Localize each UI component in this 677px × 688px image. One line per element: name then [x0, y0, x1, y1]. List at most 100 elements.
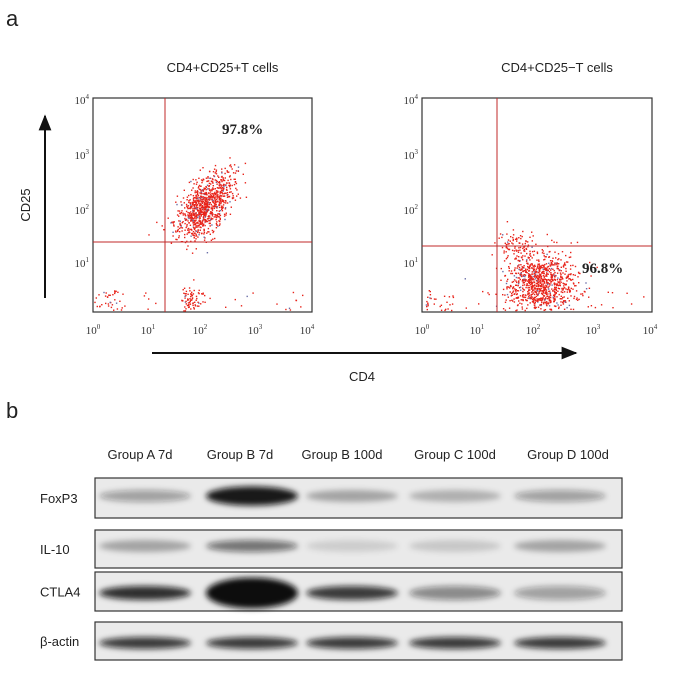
event-dot — [506, 293, 509, 296]
event-dot — [197, 202, 200, 204]
event-dot — [190, 308, 192, 310]
event-dot — [545, 286, 548, 288]
event-dot — [202, 206, 204, 209]
event-dot — [440, 309, 443, 311]
event-dot — [513, 253, 515, 255]
event-dot — [542, 295, 545, 297]
event-dot — [229, 164, 232, 166]
event-dot — [252, 292, 254, 294]
event-dot — [533, 289, 535, 291]
event-dot — [541, 285, 543, 287]
event-dot — [200, 211, 202, 213]
event-dot — [192, 187, 194, 189]
tick-base: 10 — [75, 150, 87, 162]
event-dot — [198, 197, 201, 199]
event-dot — [568, 256, 571, 259]
tick-label: 104 — [75, 93, 90, 107]
event-dot — [218, 176, 220, 178]
event-dot — [220, 198, 222, 200]
event-dot — [292, 291, 295, 294]
event-dot — [228, 195, 231, 198]
event-dot — [197, 210, 199, 212]
event-dot — [215, 179, 218, 182]
event-dot — [549, 301, 552, 304]
event-dot — [200, 223, 202, 226]
event-dot — [201, 189, 204, 191]
event-dot — [172, 221, 174, 223]
event-dot — [246, 295, 248, 298]
event-dot — [533, 276, 536, 278]
event-dot — [562, 303, 565, 305]
event-dot — [488, 293, 490, 296]
event-dot — [560, 276, 562, 278]
event-dot — [555, 292, 557, 295]
event-dot — [536, 277, 538, 279]
event-dot — [564, 262, 566, 264]
event-dot — [534, 288, 536, 290]
event-dot — [222, 187, 224, 190]
event-dot — [520, 272, 522, 275]
event-dot — [532, 292, 535, 294]
event-dot — [500, 279, 502, 281]
event-dot — [540, 308, 542, 310]
event-dot — [225, 192, 227, 194]
event-dot — [582, 294, 584, 297]
event-dot — [519, 246, 522, 249]
event-dot — [212, 185, 214, 187]
event-dot — [220, 187, 222, 190]
tick-base: 10 — [415, 325, 427, 337]
event-dot — [229, 157, 231, 159]
event-dot — [557, 267, 559, 270]
event-dot — [535, 272, 537, 274]
event-dot — [525, 269, 527, 272]
event-dot — [202, 192, 204, 195]
event-dot — [183, 202, 185, 204]
tick-base: 10 — [75, 95, 87, 107]
event-dot — [528, 282, 531, 284]
event-dot — [184, 233, 186, 236]
event-dot — [516, 309, 518, 311]
band — [206, 637, 298, 649]
event-dot — [525, 280, 527, 282]
event-dot — [218, 212, 221, 215]
event-dot — [527, 267, 530, 269]
event-dot — [547, 303, 550, 305]
event-dot — [222, 178, 225, 180]
event-dot — [99, 306, 101, 308]
event-dot — [511, 249, 514, 252]
event-dot — [534, 302, 536, 304]
event-dot — [192, 202, 194, 205]
event-dot — [562, 282, 564, 284]
event-dot — [205, 196, 207, 199]
event-dot — [542, 287, 544, 289]
event-dot — [528, 295, 530, 298]
event-dot — [429, 290, 431, 293]
event-dot — [535, 288, 537, 290]
event-dot — [206, 210, 209, 213]
event-dot — [563, 300, 565, 302]
event-dot — [531, 257, 533, 259]
event-dot — [207, 176, 209, 178]
event-dot — [221, 210, 224, 212]
event-dot — [538, 298, 540, 300]
event-dot — [533, 296, 535, 299]
event-dot — [508, 248, 511, 251]
event-dot — [195, 202, 197, 205]
event-dot — [98, 294, 100, 296]
event-dot — [533, 300, 535, 302]
tick-exponent: 4 — [86, 93, 90, 101]
event-dot — [539, 274, 541, 277]
event-dot — [509, 240, 511, 242]
event-dot — [199, 213, 202, 215]
event-dot — [512, 238, 515, 241]
event-dot — [185, 218, 188, 220]
event-dot — [114, 299, 116, 301]
event-dot — [534, 290, 536, 293]
event-dot — [520, 264, 522, 266]
event-dot — [574, 265, 577, 268]
event-dot — [212, 238, 214, 240]
event-dot — [105, 302, 107, 305]
event-dot — [198, 305, 200, 307]
event-dot — [202, 225, 204, 227]
event-dot — [523, 274, 526, 276]
